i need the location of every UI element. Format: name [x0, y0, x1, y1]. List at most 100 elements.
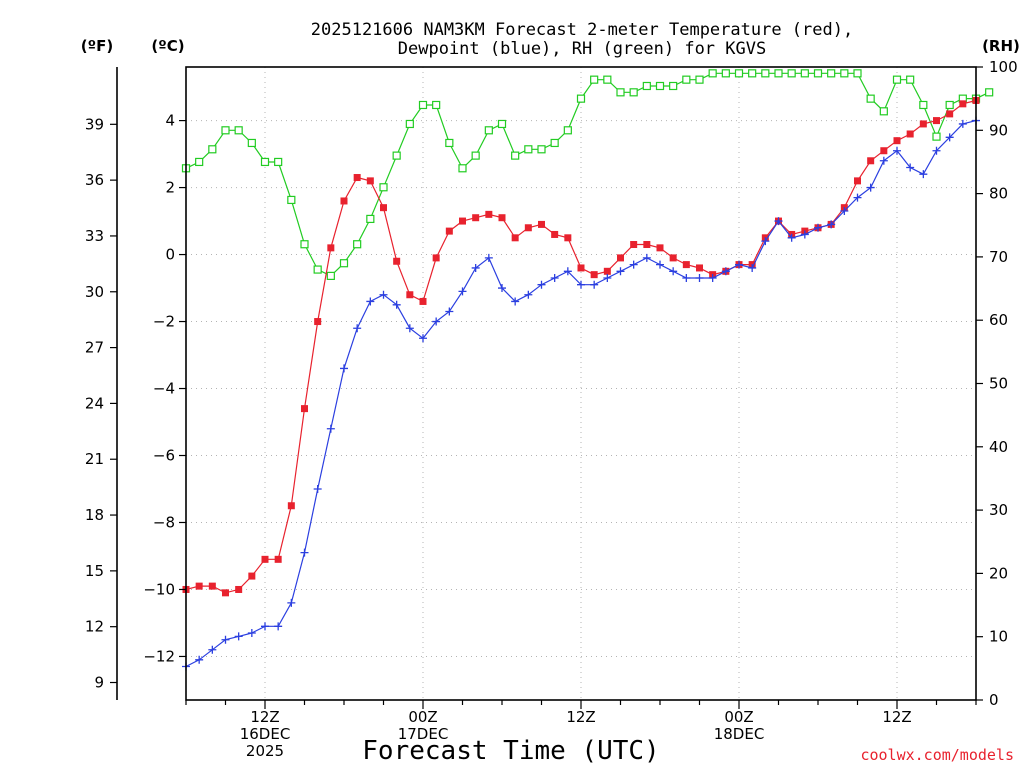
temperature-point	[946, 110, 954, 118]
x-tick-label: 12Z	[882, 708, 911, 726]
rh-point	[629, 88, 638, 97]
rh-point	[471, 151, 480, 160]
rh-point	[879, 107, 888, 116]
rh-tick-label: 20	[989, 564, 1008, 582]
temperature-point	[669, 254, 677, 262]
dewpoint-point	[511, 297, 520, 306]
x-tick-label: 16DEC	[240, 725, 291, 743]
temperature-point	[472, 214, 480, 222]
temperature-point	[222, 589, 229, 597]
dewpoint-point	[748, 263, 757, 272]
dewpoint-point	[379, 290, 388, 299]
rh-point	[695, 75, 704, 84]
rh-point	[866, 94, 875, 103]
celsius-tick-label: −10	[143, 580, 175, 598]
x-tick-label: 00Z	[408, 708, 437, 726]
temperature-point	[893, 137, 901, 145]
fahrenheit-tick-label: 12	[85, 618, 104, 636]
temperature-point	[696, 264, 703, 272]
dewpoint-point	[695, 274, 704, 282]
dewpoint-point	[300, 548, 309, 557]
dewpoint-point	[774, 217, 783, 226]
rh-point	[511, 151, 520, 160]
dewpoint-point	[945, 133, 954, 142]
x-axis-title: Forecast Time (UTC)	[362, 736, 659, 766]
rh-point	[669, 81, 678, 91]
dewpoint-point	[471, 263, 480, 272]
dewpoint-point	[603, 274, 612, 282]
axes	[110, 66, 983, 709]
rh-point	[827, 69, 836, 78]
temperature-point	[933, 117, 940, 125]
rh-point	[484, 126, 493, 135]
dewpoint-point	[274, 622, 283, 631]
dewpoint-point	[642, 253, 651, 262]
rh-point	[761, 69, 770, 78]
fahrenheit-tick-label: 27	[85, 339, 104, 357]
temperature-point	[603, 267, 611, 275]
dewpoint-point	[787, 233, 796, 242]
rh-point	[642, 81, 651, 91]
dewpoint-point	[656, 260, 664, 269]
dewpoint-point	[629, 260, 638, 269]
temperature-point	[854, 177, 861, 185]
rh-point	[366, 214, 375, 224]
rh-point	[603, 75, 612, 84]
rh-point	[813, 69, 823, 78]
rh-point	[945, 100, 954, 110]
temperature-point	[287, 502, 295, 510]
dewpoint-point	[563, 267, 572, 276]
rh-point	[892, 75, 902, 84]
dewpoint-point	[814, 223, 822, 232]
rh-point	[800, 69, 809, 78]
celsius-tick-label: −4	[153, 380, 175, 398]
dewpoint-point	[590, 280, 599, 289]
dewpoint-point	[261, 622, 269, 631]
celsius-tick-label: −6	[153, 447, 175, 465]
dewpoint-point	[208, 645, 217, 654]
rh-point	[734, 69, 744, 78]
rh-point	[932, 132, 941, 141]
dewpoint-point	[313, 485, 322, 493]
dewpoint-point	[682, 274, 691, 282]
rh-unit-label: (RH)	[982, 37, 1020, 55]
dewpoint-point	[432, 317, 441, 326]
gridlines	[186, 67, 976, 700]
data-series	[181, 69, 994, 671]
temperature-point	[551, 230, 559, 238]
rh-point	[405, 119, 414, 129]
chart-title-line-1: 2025121606 NAM3KM Forecast 2-meter Tempe…	[311, 20, 853, 40]
credit-text: coolwx.com/models	[860, 746, 1014, 764]
temperature-point	[261, 555, 269, 563]
rh-point	[234, 126, 243, 135]
rh-point	[221, 126, 230, 135]
dewpoint-point	[800, 230, 809, 239]
rh-point	[300, 240, 309, 249]
dewpoint-point	[195, 655, 204, 664]
rh-point	[260, 157, 270, 167]
dewpoint-point	[326, 424, 335, 433]
temperature-point	[538, 220, 545, 228]
temperature-point	[314, 318, 322, 326]
x-tick-label: 00Z	[724, 708, 753, 726]
dewpoint-point	[392, 300, 401, 309]
fahrenheit-tick-label: 36	[85, 171, 104, 189]
rh-point	[708, 69, 717, 78]
rh-point	[247, 138, 256, 148]
plot-frame	[185, 66, 977, 701]
celsius-tick-label: 0	[165, 246, 175, 264]
rh-point	[590, 75, 599, 84]
temperature-point	[327, 244, 335, 252]
x-tick-label: 18DEC	[714, 725, 765, 743]
temperature-point	[235, 585, 243, 593]
dewpoint-point	[524, 290, 533, 299]
rh-tick-label: 0	[989, 691, 999, 709]
rh-point	[550, 138, 559, 148]
dewpoint-point	[761, 237, 770, 246]
rh-tick-label: 60	[989, 311, 1008, 329]
rh-point	[195, 157, 204, 167]
rh-tick-label: 30	[989, 501, 1008, 519]
rh-tick-label: 80	[989, 185, 1008, 203]
rh-point	[840, 69, 849, 78]
